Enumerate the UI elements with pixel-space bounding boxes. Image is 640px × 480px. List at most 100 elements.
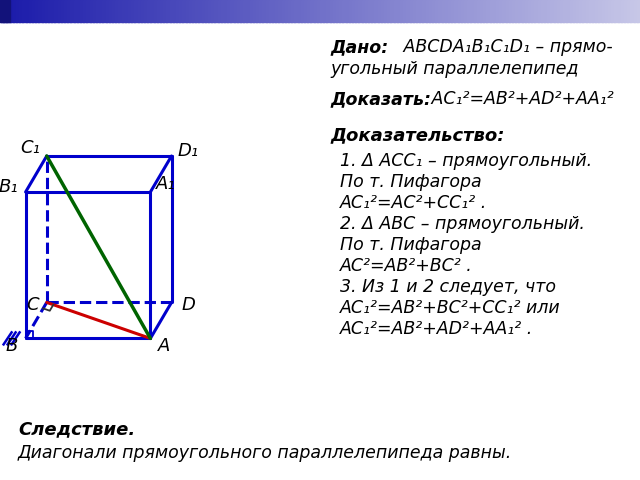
Bar	[26, 0, 30, 22]
Bar	[77, 0, 81, 22]
Bar	[51, 0, 56, 22]
Bar	[413, 0, 417, 22]
Bar	[205, 0, 209, 22]
Bar	[454, 0, 459, 22]
Bar	[563, 0, 568, 22]
Bar	[595, 0, 600, 22]
Bar	[128, 0, 132, 22]
Bar	[429, 0, 433, 22]
Bar	[467, 0, 472, 22]
Bar	[307, 0, 312, 22]
Bar	[125, 0, 129, 22]
Bar	[346, 0, 350, 22]
Bar	[394, 0, 398, 22]
Bar	[74, 0, 78, 22]
Bar	[10, 0, 14, 22]
Bar	[122, 0, 126, 22]
Bar	[32, 0, 36, 22]
Bar	[173, 0, 177, 22]
Bar	[355, 0, 360, 22]
Text: C₁: C₁	[20, 139, 40, 157]
Bar	[131, 0, 136, 22]
Bar	[448, 0, 452, 22]
Text: По т. Пифагора: По т. Пифагора	[340, 236, 482, 254]
Bar	[598, 0, 603, 22]
Bar	[192, 0, 196, 22]
Bar	[45, 0, 49, 22]
Bar	[493, 0, 497, 22]
Text: Следствие.: Следствие.	[18, 420, 135, 438]
Bar	[515, 0, 520, 22]
Bar	[134, 0, 139, 22]
Bar	[275, 0, 280, 22]
Bar	[486, 0, 491, 22]
Bar	[282, 0, 286, 22]
Bar	[288, 0, 292, 22]
Bar	[534, 0, 539, 22]
Bar	[618, 0, 622, 22]
Bar	[608, 0, 612, 22]
Bar	[314, 0, 318, 22]
Bar	[602, 0, 606, 22]
Bar	[384, 0, 388, 22]
Bar	[525, 0, 529, 22]
Bar	[410, 0, 414, 22]
Bar	[221, 0, 225, 22]
Bar	[58, 0, 62, 22]
Bar	[163, 0, 168, 22]
Bar	[509, 0, 513, 22]
Bar	[518, 0, 523, 22]
Bar	[365, 0, 369, 22]
Bar	[240, 0, 244, 22]
Bar	[461, 0, 465, 22]
Bar	[160, 0, 164, 22]
Bar	[266, 0, 270, 22]
Bar	[253, 0, 257, 22]
Bar	[490, 0, 494, 22]
Bar	[381, 0, 385, 22]
Bar	[438, 0, 443, 22]
Bar	[61, 0, 65, 22]
Bar	[304, 0, 308, 22]
Bar	[326, 0, 331, 22]
Bar	[189, 0, 193, 22]
Bar	[342, 0, 347, 22]
Bar	[310, 0, 315, 22]
Bar	[179, 0, 184, 22]
Text: ABCDA₁B₁C₁D₁ – прямо-: ABCDA₁B₁C₁D₁ – прямо-	[398, 38, 612, 56]
Bar	[544, 0, 548, 22]
Bar	[512, 0, 516, 22]
Bar	[195, 0, 200, 22]
Bar	[80, 0, 84, 22]
Bar	[400, 0, 404, 22]
Bar	[278, 0, 283, 22]
Bar	[397, 0, 401, 22]
Bar	[109, 0, 113, 22]
Bar	[208, 0, 212, 22]
Bar	[432, 0, 436, 22]
Bar	[298, 0, 302, 22]
Bar	[637, 0, 640, 22]
Text: AC²=AB²+BC² .: AC²=AB²+BC² .	[340, 257, 473, 275]
Bar	[272, 0, 276, 22]
Bar	[390, 0, 395, 22]
Bar	[349, 0, 353, 22]
Bar	[554, 0, 558, 22]
Bar	[445, 0, 449, 22]
Bar	[403, 0, 408, 22]
Bar	[579, 0, 584, 22]
Bar	[259, 0, 264, 22]
Text: Доказать:: Доказать:	[330, 90, 431, 108]
Bar	[470, 0, 475, 22]
Text: C: C	[26, 296, 39, 314]
Bar	[582, 0, 587, 22]
Bar	[230, 0, 235, 22]
Bar	[419, 0, 424, 22]
Bar	[102, 0, 107, 22]
Bar	[576, 0, 580, 22]
Bar	[83, 0, 88, 22]
Bar	[269, 0, 273, 22]
Bar	[368, 0, 372, 22]
Text: D₁: D₁	[178, 142, 199, 160]
Bar	[176, 0, 180, 22]
